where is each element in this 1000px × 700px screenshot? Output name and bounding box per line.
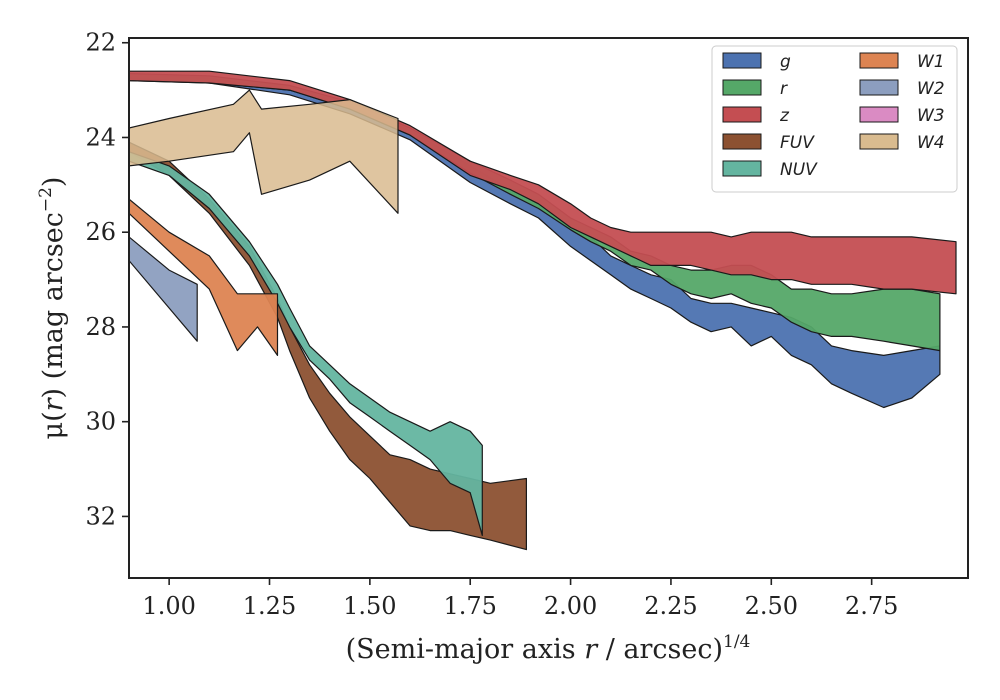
legend-label-z: z bbox=[779, 106, 790, 126]
y-tick-label: 22 bbox=[85, 29, 116, 57]
legend-swatch-w3 bbox=[859, 106, 899, 123]
y-axis-label: μ(r) (mag arcsec−2) bbox=[36, 177, 69, 440]
legend-label-g: g bbox=[780, 52, 791, 72]
legend-swatch-fuv bbox=[722, 133, 762, 150]
y-tick-label: 32 bbox=[85, 502, 116, 530]
y-tick-label: 26 bbox=[85, 218, 116, 246]
y-axis-label-sup: −2 bbox=[36, 187, 56, 212]
legend-swatch-w2 bbox=[859, 79, 899, 96]
x-tick-label: 2.25 bbox=[644, 592, 697, 620]
x-tick-label: 2.00 bbox=[544, 592, 597, 620]
x-tick-label: 1.50 bbox=[343, 592, 396, 620]
band-fuv bbox=[129, 141, 528, 551]
legend-label-w1: W1 bbox=[917, 52, 945, 72]
legend-label-nuv: NUV bbox=[780, 160, 818, 180]
x-axis-label-sup: 1/4 bbox=[723, 632, 750, 652]
legend-swatch-r bbox=[722, 79, 762, 96]
legend-label-w3: W3 bbox=[917, 106, 945, 126]
band-nuv bbox=[129, 151, 483, 537]
legend-swatch-z bbox=[722, 106, 762, 123]
legend-swatch-w4 bbox=[859, 133, 899, 150]
x-tick-label: 2.50 bbox=[745, 592, 798, 620]
legend-swatch-w1 bbox=[859, 52, 899, 69]
x-tick-label: 1.00 bbox=[142, 592, 195, 620]
legend-items: grz FUV NUV W1 W2 W3 W4 bbox=[722, 52, 945, 180]
y-axis-label-mid: ) (mag arcsec bbox=[38, 212, 69, 398]
y-axis-label-mu: μ( bbox=[38, 411, 69, 439]
legend-label-w4: W4 bbox=[917, 133, 945, 153]
y-axis-label-var: r bbox=[38, 396, 69, 411]
band-w1 bbox=[129, 198, 279, 356]
y-axis-label-post: ) bbox=[38, 177, 69, 188]
x-axis-label-pre: (Semi-major axis bbox=[346, 634, 585, 665]
y-tick-label: 24 bbox=[85, 123, 116, 151]
band-z bbox=[129, 70, 957, 295]
legend-swatch-g bbox=[722, 52, 762, 69]
legend: grz FUV NUV W1 W2 W3 W4 bbox=[711, 45, 958, 193]
plot-frame bbox=[128, 37, 969, 579]
x-axis-label: (Semi-major axis r / arcsec)1/4 bbox=[346, 632, 751, 665]
x-axis-label-post: / arcsec) bbox=[597, 634, 723, 665]
y-tick-label: 28 bbox=[85, 313, 116, 341]
x-tick-label: 2.75 bbox=[845, 592, 898, 620]
band-w2 bbox=[129, 236, 198, 342]
legend-label-fuv: FUV bbox=[780, 133, 815, 153]
profile-bands bbox=[129, 70, 957, 551]
x-axis: 1.00 1.25 1.50 1.75 2.00 2.25 2.50 2.75 bbox=[142, 578, 898, 620]
x-tick-label: 1.25 bbox=[243, 592, 296, 620]
x-axis-label-var: r bbox=[584, 634, 599, 665]
y-tick-label: 30 bbox=[85, 408, 116, 436]
legend-label-r: r bbox=[780, 79, 788, 99]
legend-swatch-nuv bbox=[722, 160, 762, 177]
y-axis: 22 24 26 28 30 32 bbox=[85, 29, 129, 530]
band-w4 bbox=[129, 89, 399, 214]
x-tick-label: 1.75 bbox=[444, 592, 497, 620]
legend-label-w2: W2 bbox=[917, 79, 945, 99]
